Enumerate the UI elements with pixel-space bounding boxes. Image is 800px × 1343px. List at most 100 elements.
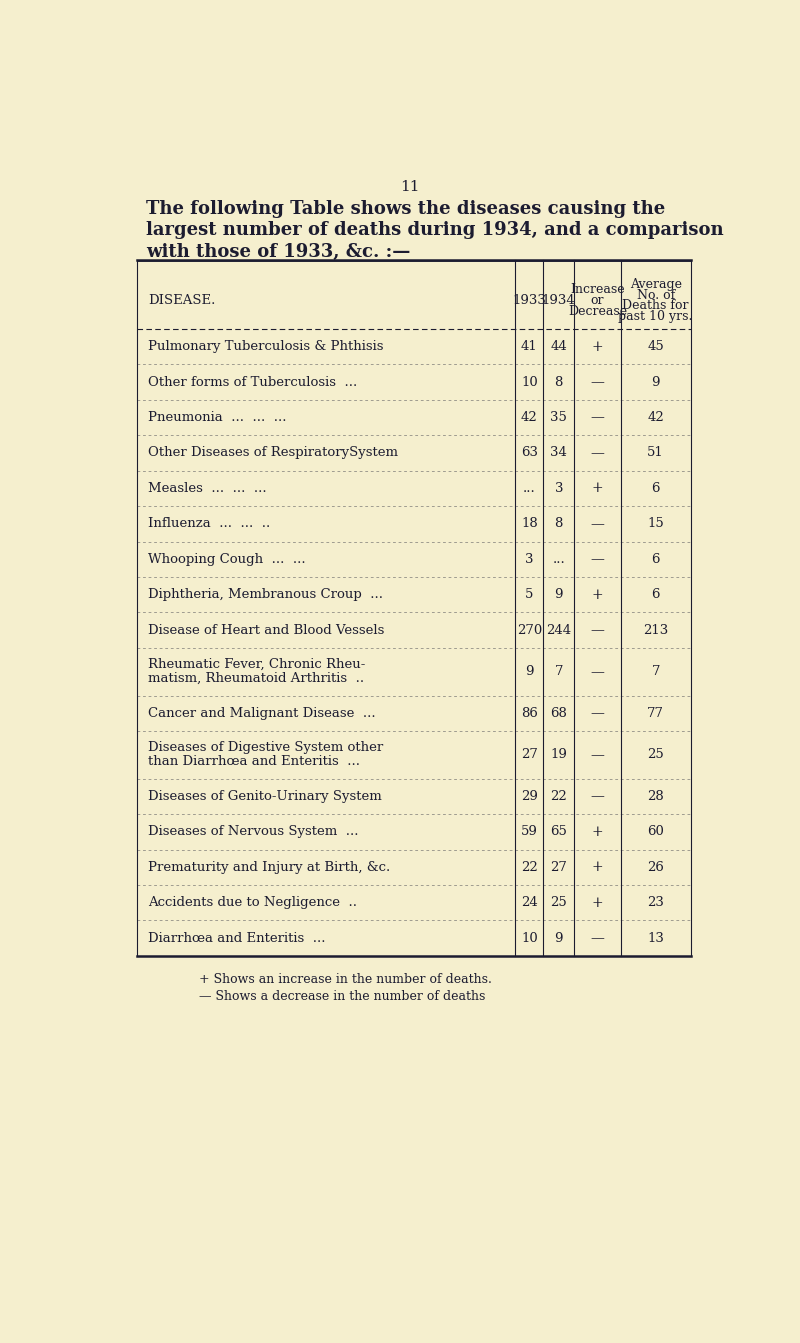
- Text: 6: 6: [651, 553, 660, 565]
- Text: 8: 8: [554, 376, 563, 388]
- Text: +: +: [592, 896, 603, 909]
- Text: largest number of deaths during 1934, and a comparison: largest number of deaths during 1934, an…: [146, 222, 724, 239]
- Text: +: +: [592, 588, 603, 602]
- Text: 27: 27: [550, 861, 567, 874]
- Text: or: or: [590, 294, 604, 308]
- Text: 10: 10: [521, 376, 538, 388]
- Text: Decrease: Decrease: [568, 305, 627, 318]
- Text: 22: 22: [550, 790, 567, 803]
- Text: —: —: [590, 411, 605, 424]
- Text: 244: 244: [546, 623, 571, 637]
- Text: 1933: 1933: [513, 294, 546, 308]
- Text: Rheumatic Fever, Chronic Rheu-: Rheumatic Fever, Chronic Rheu-: [148, 658, 366, 672]
- Text: Diseases of Nervous System  ...: Diseases of Nervous System ...: [148, 826, 358, 838]
- Text: Measles  ...  ...  ...: Measles ... ... ...: [148, 482, 266, 496]
- Text: Prematurity and Injury at Birth, &c.: Prematurity and Injury at Birth, &c.: [148, 861, 390, 874]
- Text: 44: 44: [550, 340, 567, 353]
- Text: —: —: [590, 931, 605, 945]
- Text: 63: 63: [521, 446, 538, 459]
- Text: 213: 213: [643, 623, 668, 637]
- Text: +: +: [592, 825, 603, 839]
- Text: Deaths for: Deaths for: [622, 299, 689, 313]
- Text: Influenza  ...  ...  ..: Influenza ... ... ..: [148, 517, 270, 530]
- Text: +: +: [592, 861, 603, 874]
- Text: 86: 86: [521, 706, 538, 720]
- Text: past 10 yrs.: past 10 yrs.: [618, 310, 693, 324]
- Text: 1934: 1934: [542, 294, 576, 308]
- Text: —: —: [590, 375, 605, 389]
- Text: No. of: No. of: [637, 289, 675, 302]
- Text: —: —: [590, 517, 605, 530]
- Text: Cancer and Malignant Disease  ...: Cancer and Malignant Disease ...: [148, 706, 376, 720]
- Text: 29: 29: [521, 790, 538, 803]
- Text: 3: 3: [525, 553, 534, 565]
- Text: 5: 5: [525, 588, 534, 602]
- Text: ...: ...: [553, 553, 565, 565]
- Text: Average: Average: [630, 278, 682, 291]
- Text: —: —: [590, 790, 605, 803]
- Text: + Shows an increase in the number of deaths.: + Shows an increase in the number of dea…: [199, 972, 492, 986]
- Text: with those of 1933, &c. :—: with those of 1933, &c. :—: [146, 243, 411, 261]
- Text: Pulmonary Tuberculosis & Phthisis: Pulmonary Tuberculosis & Phthisis: [148, 340, 383, 353]
- Text: Other Diseases of RespiratorySystem: Other Diseases of RespiratorySystem: [148, 446, 398, 459]
- Text: —: —: [590, 623, 605, 637]
- Text: ...: ...: [523, 482, 536, 496]
- Text: —: —: [590, 748, 605, 761]
- Text: Whooping Cough  ...  ...: Whooping Cough ... ...: [148, 553, 306, 565]
- Text: 11: 11: [400, 180, 420, 195]
- Text: 45: 45: [647, 340, 664, 353]
- Text: —: —: [590, 706, 605, 720]
- Text: —: —: [590, 665, 605, 678]
- Text: 41: 41: [521, 340, 538, 353]
- Text: 8: 8: [554, 517, 563, 530]
- Text: 10: 10: [521, 932, 538, 944]
- Text: 7: 7: [651, 665, 660, 678]
- Text: 24: 24: [521, 896, 538, 909]
- Text: 18: 18: [521, 517, 538, 530]
- Text: matism, Rheumatoid Arthritis  ..: matism, Rheumatoid Arthritis ..: [148, 672, 364, 685]
- Text: 23: 23: [647, 896, 664, 909]
- Text: 15: 15: [647, 517, 664, 530]
- Text: 9: 9: [651, 376, 660, 388]
- Text: Increase: Increase: [570, 283, 625, 297]
- Text: The following Table shows the diseases causing the: The following Table shows the diseases c…: [146, 200, 666, 218]
- Text: 26: 26: [647, 861, 664, 874]
- Text: Diarrhœa and Enteritis  ...: Diarrhœa and Enteritis ...: [148, 932, 326, 944]
- Text: 6: 6: [651, 482, 660, 496]
- Text: 7: 7: [554, 665, 563, 678]
- Text: 25: 25: [647, 748, 664, 761]
- Text: 59: 59: [521, 826, 538, 838]
- Text: 9: 9: [554, 932, 563, 944]
- Text: 6: 6: [651, 588, 660, 602]
- Text: Other forms of Tuberculosis  ...: Other forms of Tuberculosis ...: [148, 376, 358, 388]
- Text: 35: 35: [550, 411, 567, 424]
- Text: —: —: [590, 552, 605, 567]
- Text: 60: 60: [647, 826, 664, 838]
- Text: 42: 42: [521, 411, 538, 424]
- Text: — Shows a decrease in the number of deaths: — Shows a decrease in the number of deat…: [199, 990, 486, 1003]
- Text: Diseases of Digestive System other: Diseases of Digestive System other: [148, 741, 383, 755]
- Text: Diphtheria, Membranous Croup  ...: Diphtheria, Membranous Croup ...: [148, 588, 383, 602]
- Text: 77: 77: [647, 706, 664, 720]
- Text: 42: 42: [647, 411, 664, 424]
- Text: +: +: [592, 340, 603, 353]
- Text: 25: 25: [550, 896, 567, 909]
- Text: 9: 9: [525, 665, 534, 678]
- Text: Disease of Heart and Blood Vessels: Disease of Heart and Blood Vessels: [148, 623, 385, 637]
- Text: DISEASE.: DISEASE.: [148, 294, 215, 308]
- Text: 65: 65: [550, 826, 567, 838]
- Text: 68: 68: [550, 706, 567, 720]
- Text: 27: 27: [521, 748, 538, 761]
- Text: 13: 13: [647, 932, 664, 944]
- Text: Diseases of Genito-Urinary System: Diseases of Genito-Urinary System: [148, 790, 382, 803]
- Text: Pneumonia  ...  ...  ...: Pneumonia ... ... ...: [148, 411, 286, 424]
- Text: 28: 28: [647, 790, 664, 803]
- Text: Accidents due to Negligence  ..: Accidents due to Negligence ..: [148, 896, 357, 909]
- Text: —: —: [590, 446, 605, 461]
- Text: 270: 270: [517, 623, 542, 637]
- Text: 19: 19: [550, 748, 567, 761]
- Text: 9: 9: [554, 588, 563, 602]
- Text: +: +: [592, 481, 603, 496]
- Text: than Diarrhœa and Enteritis  ...: than Diarrhœa and Enteritis ...: [148, 755, 360, 768]
- Text: 3: 3: [554, 482, 563, 496]
